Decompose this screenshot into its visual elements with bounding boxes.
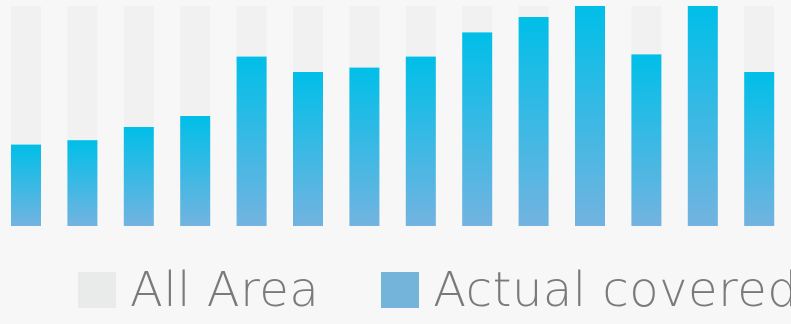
legend-swatch-actual-covered [381, 272, 420, 308]
actual-covered-bar-14 [744, 72, 775, 226]
actual-covered-bar-1 [11, 144, 41, 226]
legend-item-all-area: All Area [78, 262, 319, 318]
actual-covered-bar-13 [687, 6, 718, 226]
actual-covered-bar-12 [631, 54, 662, 227]
legend-label-all-area: All Area [130, 262, 320, 318]
actual-covered-bar-6 [293, 72, 323, 226]
actual-covered-bar-8 [405, 56, 436, 226]
actual-covered-bar-9 [462, 32, 493, 227]
legend-label-actual-covered: Actual covered [433, 262, 791, 318]
actual-covered-bar-10 [518, 17, 549, 226]
actual-covered-bar-4 [180, 116, 211, 226]
actual-covered-bar-5 [236, 56, 267, 226]
legend-swatch-all-area [78, 272, 116, 308]
actual-covered-bar-3 [123, 127, 154, 226]
actual-covered-bar-7 [349, 67, 380, 226]
actual-covered-bar-2 [67, 140, 98, 226]
chart-legend: All Area Actual covered [78, 262, 791, 318]
legend-item-actual-covered: Actual covered [381, 262, 791, 318]
bar-chart [11, 6, 775, 227]
actual-covered-bars [11, 6, 775, 227]
actual-covered-bar-11 [575, 6, 605, 226]
